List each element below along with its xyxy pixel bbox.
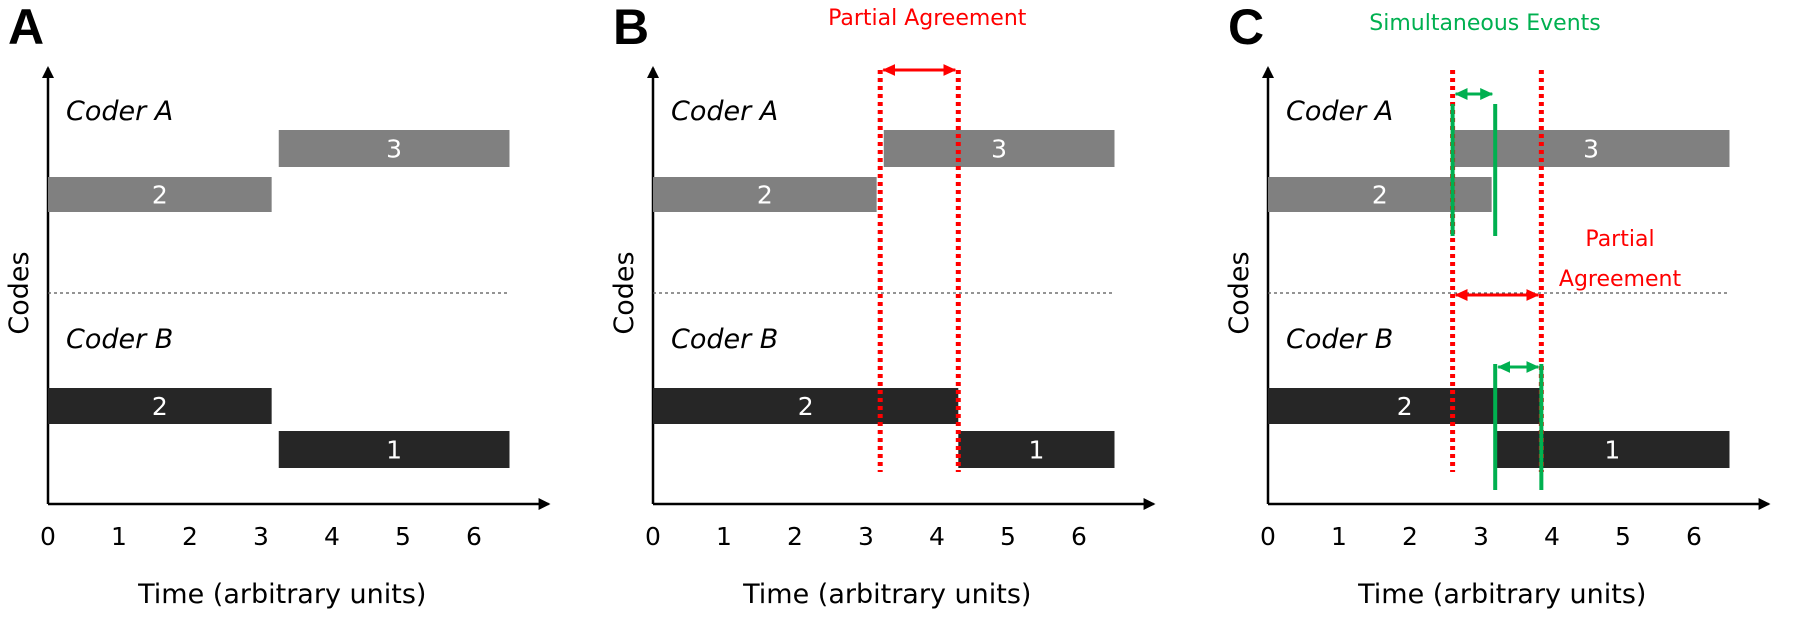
x-tick-label: 6 bbox=[466, 522, 482, 551]
simultaneous-events-label: Simultaneous Events bbox=[1369, 11, 1601, 36]
coder-b-code-label: 2 bbox=[152, 392, 168, 421]
panel-c: C 0 1 2 3 4 5 6 Time (arbitrary units) Codes Coder… bbox=[1224, 0, 1771, 610]
x-tick-label: 4 bbox=[929, 522, 945, 551]
x-tick-label: 2 bbox=[182, 522, 198, 551]
partial-agreement-label: Partial Agreement bbox=[828, 6, 1027, 31]
y-axis-title: Codes bbox=[4, 251, 35, 334]
x-axis-title: Time (arbitrary units) bbox=[742, 579, 1031, 610]
coder-b-code-label: 1 bbox=[386, 436, 402, 465]
coder-a-label: Coder A bbox=[66, 96, 173, 127]
x-tick-label: 0 bbox=[645, 522, 661, 551]
y-axis-title: Codes bbox=[1224, 251, 1255, 334]
panel-letter: C bbox=[1228, 0, 1264, 55]
coder-b-label: Coder B bbox=[66, 324, 173, 355]
x-tick-label: 0 bbox=[1260, 522, 1276, 551]
coder-a-code-3-bar bbox=[278, 130, 510, 167]
coder-b-code-1-bar bbox=[278, 431, 510, 468]
coder-a-label: Coder A bbox=[671, 96, 778, 127]
coder-b-code-label: 2 bbox=[798, 392, 814, 421]
partial-agreement-label: Partial bbox=[1585, 227, 1654, 252]
x-tick-label: 2 bbox=[1402, 522, 1418, 551]
coder-b-code-label: 1 bbox=[1028, 436, 1044, 465]
coder-a-code-3-bar bbox=[1452, 130, 1730, 167]
coder-b-code-1-bar bbox=[1495, 431, 1730, 468]
coder-b-code-1-bar bbox=[958, 431, 1115, 468]
x-axis-title: Time (arbitrary units) bbox=[1357, 579, 1646, 610]
panel-a: A 0 1 2 3 4 5 6 Time (arbitrary units) Codes Coder… bbox=[4, 0, 551, 610]
partial-agreement-label: Agreement bbox=[1559, 267, 1682, 292]
x-tick-label: 6 bbox=[1071, 522, 1087, 551]
x-tick-label: 3 bbox=[1473, 522, 1489, 551]
coder-b-code-label: 1 bbox=[1604, 436, 1620, 465]
y-axis-title: Codes bbox=[609, 251, 640, 334]
x-axis-title: Time (arbitrary units) bbox=[137, 579, 426, 610]
panel-letter: A bbox=[8, 0, 44, 55]
coder-a-code-3-bar bbox=[883, 130, 1115, 167]
x-tick-label: 0 bbox=[40, 522, 56, 551]
x-tick-label: 4 bbox=[324, 522, 340, 551]
coder-b-code-2-bar bbox=[48, 388, 272, 424]
x-tick-label: 2 bbox=[787, 522, 803, 551]
x-tick-label: 1 bbox=[1331, 522, 1347, 551]
coder-b-code-label: 2 bbox=[1397, 392, 1413, 421]
coder-a-code-label: 3 bbox=[386, 135, 402, 164]
coder-b-label: Coder B bbox=[1286, 324, 1393, 355]
x-tick-label: 1 bbox=[716, 522, 732, 551]
coder-a-code-2-bar bbox=[653, 177, 877, 212]
coder-a-label: Coder A bbox=[1286, 96, 1393, 127]
coder-a-code-label: 2 bbox=[152, 181, 168, 210]
x-tick-label: 1 bbox=[111, 522, 127, 551]
coder-a-code-label: 3 bbox=[1583, 135, 1599, 164]
coder-a-code-label: 2 bbox=[1372, 181, 1388, 210]
coder-a-code-2-bar bbox=[48, 177, 272, 212]
panel-letter: B bbox=[613, 0, 649, 55]
x-tick-label: 3 bbox=[858, 522, 874, 551]
x-tick-label: 5 bbox=[1615, 522, 1631, 551]
x-tick-label: 4 bbox=[1544, 522, 1560, 551]
panel-b: B 0 1 2 3 4 5 6 Time (arbitrary units) Codes Coder… bbox=[609, 0, 1156, 610]
x-tick-label: 6 bbox=[1686, 522, 1702, 551]
x-tick-label: 5 bbox=[395, 522, 411, 551]
coder-b-code-2-bar bbox=[653, 388, 959, 424]
coder-b-label: Coder B bbox=[671, 324, 778, 355]
coder-a-code-label: 2 bbox=[757, 181, 773, 210]
coder-a-code-label: 3 bbox=[991, 135, 1007, 164]
x-tick-label: 3 bbox=[253, 522, 269, 551]
x-tick-label: 5 bbox=[1000, 522, 1016, 551]
